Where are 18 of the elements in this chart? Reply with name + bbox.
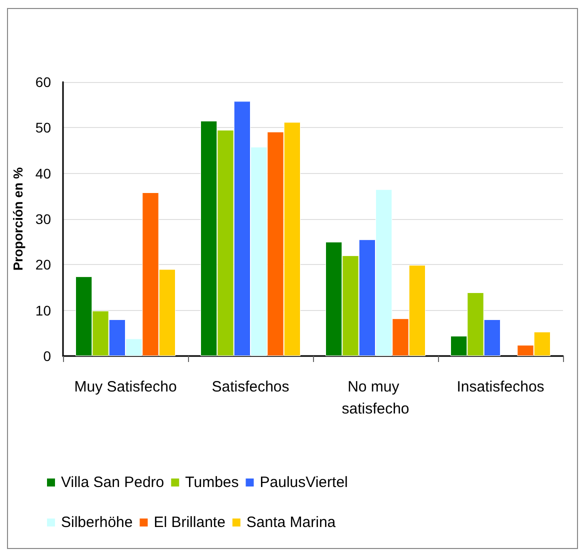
y-tick-label: 20 — [35, 256, 52, 273]
y-tick-label: 0 — [43, 348, 52, 364]
legend-label: PaulusViertel — [260, 474, 348, 491]
legend-label: Santa Marina — [246, 514, 336, 531]
legend-label: Tumbes — [185, 474, 239, 491]
x-tick-label: Muy Satisfecho — [74, 378, 177, 396]
x-tick-label: Insatisfechos — [456, 378, 544, 396]
y-tick-label: 40 — [35, 165, 52, 182]
legend-label: El Brillante — [154, 514, 226, 531]
legend-label: Villa San Pedro — [61, 474, 164, 491]
y-tick-label: 10 — [35, 302, 52, 318]
y-tick-label: 60 — [35, 74, 52, 90]
legend-label: Silberhöhe — [61, 514, 133, 531]
x-tick-label: No muy satisfecho — [342, 378, 410, 418]
y-axis-title: Proporción en % — [10, 166, 26, 271]
y-tick-label: 30 — [35, 211, 52, 227]
y-tick-label: 50 — [35, 120, 52, 136]
x-tick-label: Satisfechos — [212, 378, 290, 396]
